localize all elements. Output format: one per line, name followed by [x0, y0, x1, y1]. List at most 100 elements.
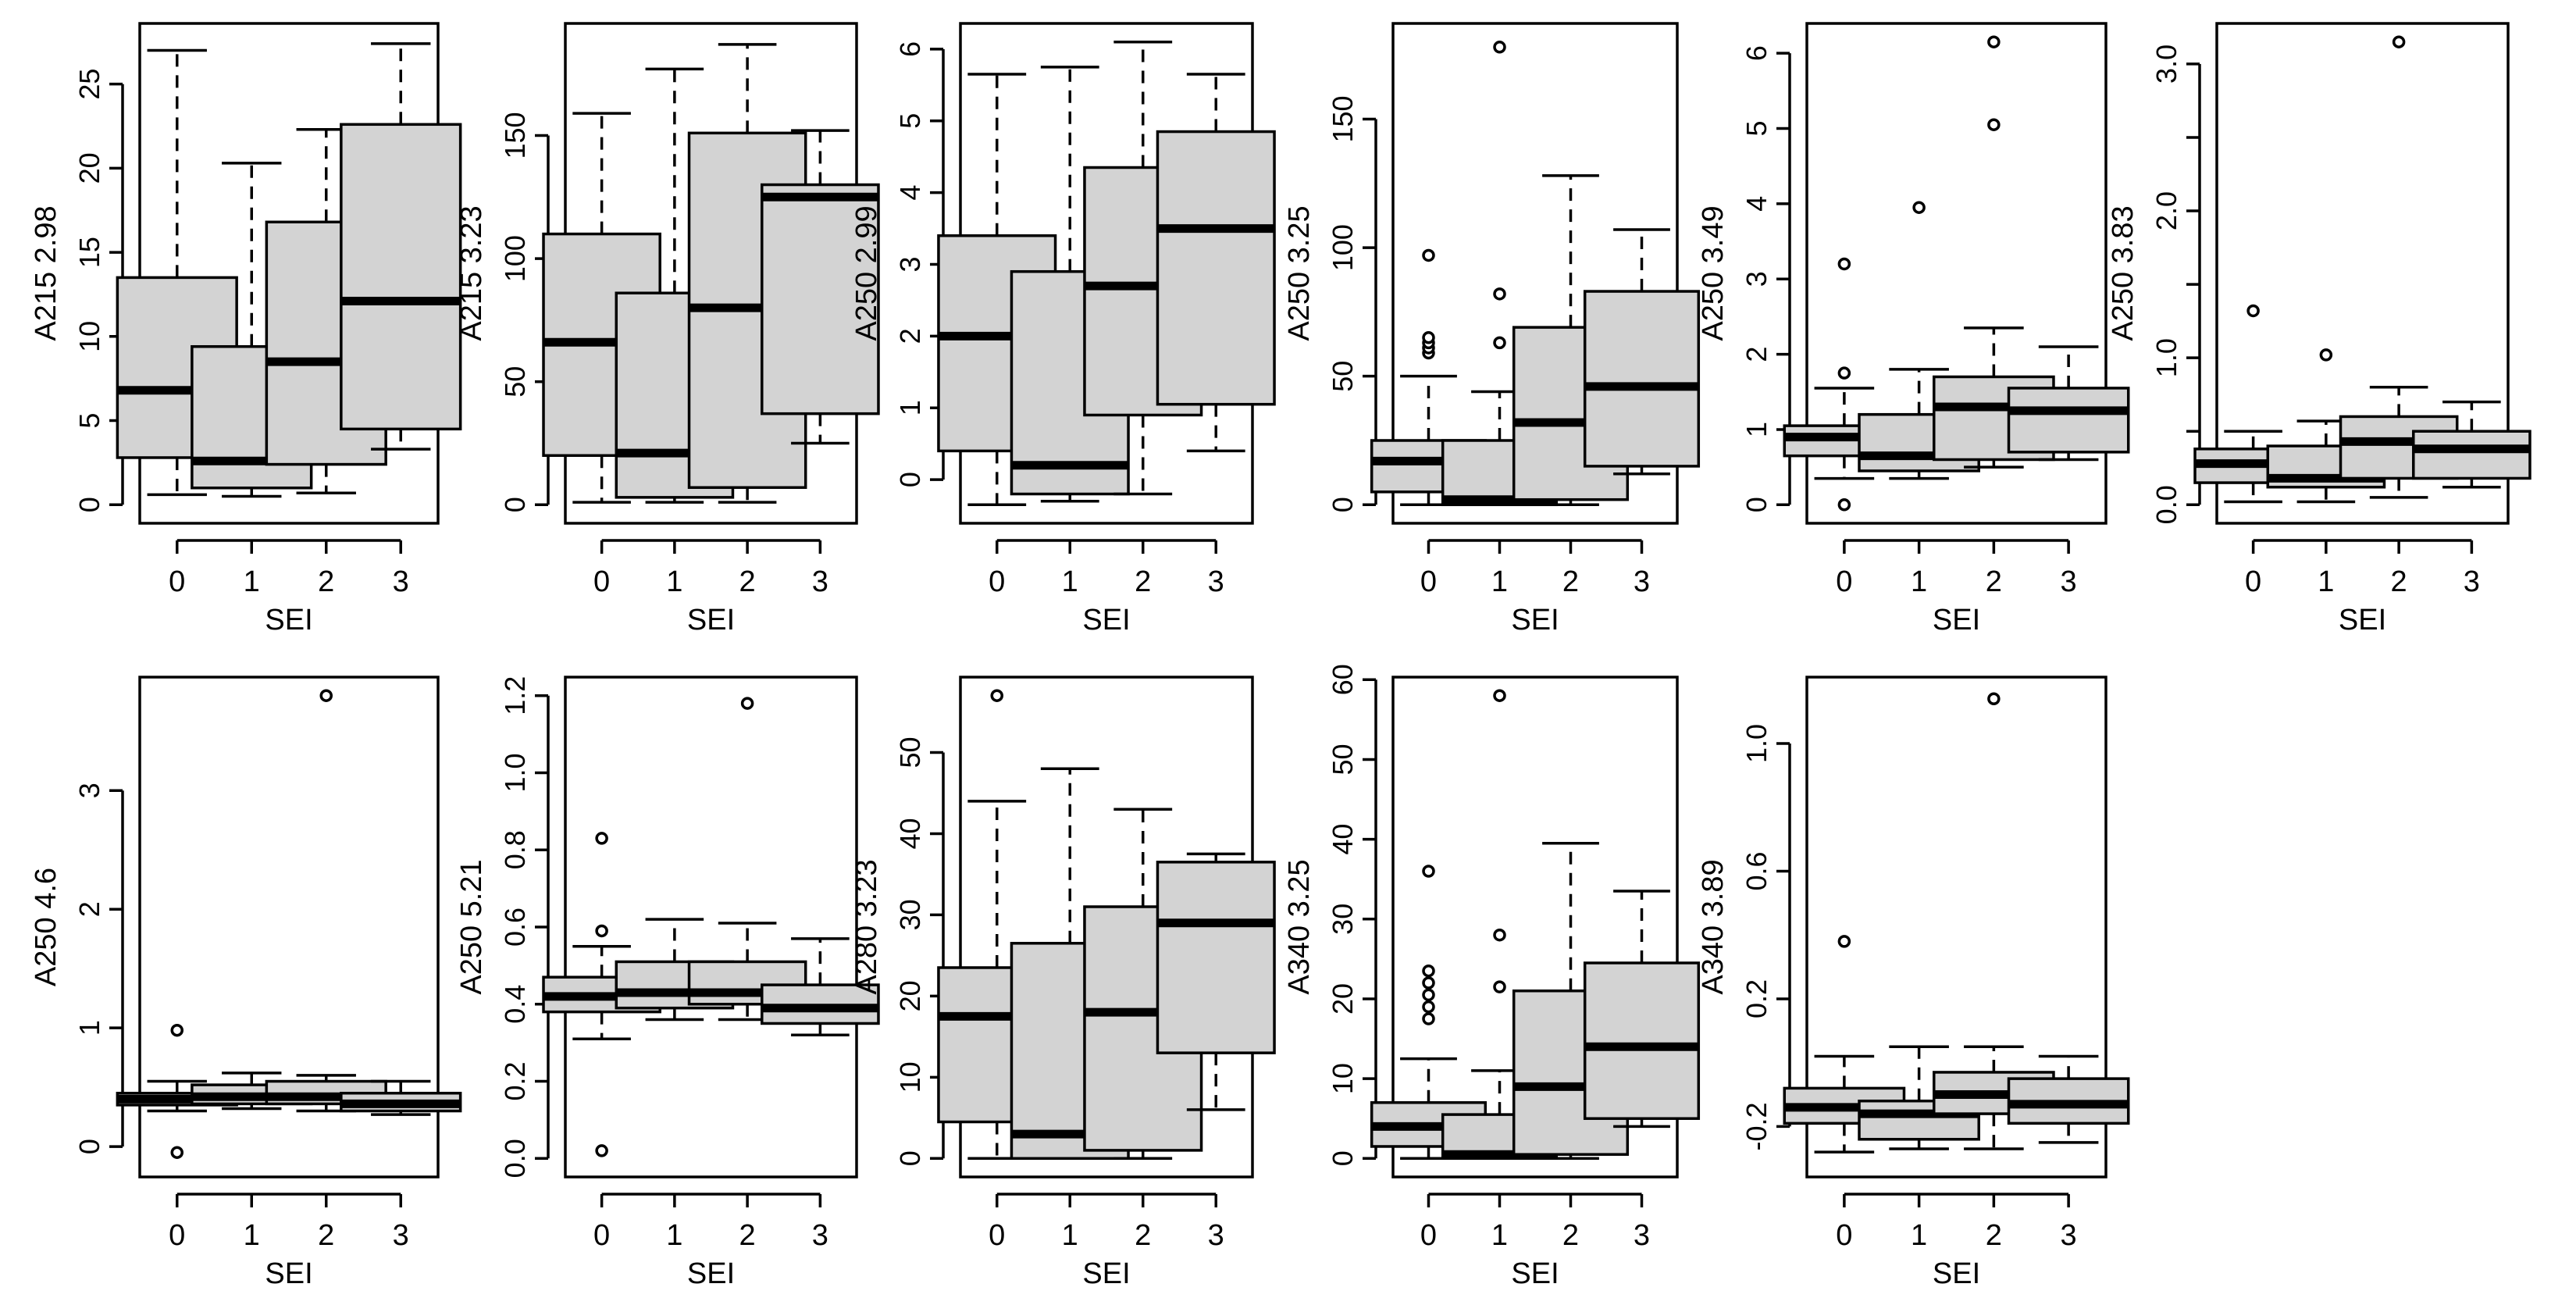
x-tick-label: 3: [1208, 565, 1224, 598]
y-tick-label: 1: [73, 1020, 105, 1036]
x-tick-label: 1: [2318, 565, 2334, 598]
y-axis-label: A215 3.23: [455, 205, 488, 341]
x-tick-label: 3: [1634, 1219, 1650, 1252]
y-axis-label: A215 2.98: [30, 205, 62, 341]
y-tick-label: 0: [894, 1150, 926, 1166]
x-axis-label: SEI: [1933, 1257, 1980, 1290]
x-tick-label: 0: [989, 1219, 1005, 1252]
box-iqr: [1583, 290, 1701, 468]
y-tick-label: 5: [73, 413, 105, 429]
y-tick-label: 50: [499, 366, 531, 398]
y-tick-label: 1.2: [499, 676, 531, 715]
outlier-point: [595, 1144, 608, 1157]
outlier-point: [1422, 1012, 1435, 1025]
x-tick-label: 1: [1911, 565, 1927, 598]
outlier-point: [2392, 35, 2406, 48]
y-tick-label: 5: [1740, 120, 1773, 136]
y-tick-label: 0: [73, 497, 105, 512]
outlier-point: [1422, 976, 1435, 990]
x-tick-label: 3: [812, 565, 828, 598]
boxplot-panel-0: 0 5 10 15 20 25 A215 2.98 0 1 2 3 SEI: [30, 22, 462, 637]
x-tick-label: 2: [1135, 1219, 1151, 1252]
x-tick-label: 1: [1491, 1219, 1508, 1252]
y-tick-label: 15: [73, 237, 105, 268]
y-tick-label: 0: [1327, 497, 1359, 512]
x-tick-label: 2: [1135, 565, 1151, 598]
x-axis-label: SEI: [687, 1257, 735, 1290]
plot-frame: [2215, 22, 2510, 525]
y-tick-label: 0.0: [2150, 485, 2182, 524]
x-tick-label: 0: [1836, 565, 1852, 598]
y-tick-label: 40: [894, 818, 926, 849]
outlier-point: [2319, 348, 2333, 362]
y-tick-label: 3: [1740, 271, 1773, 287]
x-tick-label: 1: [1911, 1219, 1927, 1252]
x-tick-label: 0: [169, 1219, 185, 1252]
y-tick-label: 20: [73, 152, 105, 184]
x-axis-label: SEI: [1933, 604, 1980, 637]
y-tick-label: 150: [499, 112, 531, 159]
x-tick-label: 3: [2061, 565, 2077, 598]
plot-frame: [564, 676, 858, 1179]
x-tick-label: 3: [812, 1219, 828, 1252]
y-tick-label: 1.0: [1740, 724, 1773, 763]
y-tick-label: 4: [894, 185, 926, 201]
x-tick-label: 3: [1634, 565, 1650, 598]
y-tick-label: 30: [1327, 904, 1359, 935]
plot-frame: [1805, 676, 2107, 1179]
y-tick-label: 0.2: [1740, 979, 1773, 1018]
y-tick-label: 0.8: [499, 830, 531, 869]
outlier-point: [170, 1023, 183, 1037]
x-tick-label: 2: [318, 1219, 334, 1252]
x-tick-label: 0: [593, 565, 610, 598]
outlier-point: [1987, 35, 2001, 48]
outlier-point: [1987, 692, 2001, 706]
outlier-point: [170, 1146, 183, 1159]
x-tick-label: 2: [1986, 565, 2002, 598]
outlier-point: [1493, 287, 1506, 301]
x-tick-label: 2: [739, 565, 756, 598]
outlier-point: [1493, 980, 1506, 993]
y-tick-label: 3: [894, 257, 926, 273]
x-tick-label: 3: [2464, 565, 2480, 598]
outlier-point: [1422, 964, 1435, 978]
y-tick-label: 60: [1327, 664, 1359, 695]
outlier-point: [1837, 366, 1851, 380]
y-tick-label: 20: [1327, 983, 1359, 1015]
x-tick-label: 3: [2061, 1219, 2077, 1252]
y-axis-label: A250 3.25: [1283, 205, 1316, 341]
x-tick-label: 2: [739, 1219, 756, 1252]
y-tick-label: 0: [499, 497, 531, 512]
x-tick-label: 0: [2245, 565, 2261, 598]
x-tick-label: 2: [318, 565, 334, 598]
x-tick-label: 1: [244, 1219, 260, 1252]
x-tick-label: 2: [2391, 565, 2407, 598]
y-tick-label: 6: [1740, 45, 1773, 61]
plot-frame: [1391, 676, 1679, 1179]
x-tick-label: 1: [666, 1219, 682, 1252]
y-tick-label: 25: [73, 69, 105, 100]
x-axis-label: SEI: [1082, 1257, 1130, 1290]
y-axis-label: A250 3.83: [2107, 205, 2140, 341]
x-tick-label: 0: [169, 565, 185, 598]
y-axis-label: A250 3.49: [1697, 205, 1730, 341]
boxplot-panel-9: 0 10 20 30 40 50 60 A340 3.25 0 1 2 3 SEI: [1283, 664, 1701, 1290]
boxplot-panel-10: -0.2 0.2 0.6 1.0 A340 3.89 0 1 2 3 SEI: [1697, 676, 2130, 1290]
y-tick-label: 5: [894, 113, 926, 129]
box-iqr: [1156, 130, 1276, 406]
outlier-point: [740, 697, 754, 710]
outlier-point: [595, 924, 608, 938]
plot-frame: [1391, 22, 1679, 525]
y-tick-label: 0.4: [499, 985, 531, 1024]
y-tick-label: 0: [1327, 1150, 1359, 1166]
x-axis-label: SEI: [687, 604, 735, 637]
y-tick-label: 6: [894, 41, 926, 57]
y-tick-label: 0.2: [499, 1062, 531, 1101]
boxplot-panel-8: 0 10 20 30 40 50 A280 3.23 0 1 2 3 SEI: [850, 676, 1276, 1290]
boxplot-panel-7: 0.0 0.2 0.4 0.6 0.8 1.0 1.2 A250 5.21 0 1 2 3 SEI: [455, 676, 880, 1290]
x-tick-label: 1: [1062, 565, 1078, 598]
outlier-point: [1912, 201, 1926, 214]
x-tick-label: 0: [1420, 1219, 1437, 1252]
y-axis-label: A280 3.23: [850, 859, 883, 994]
